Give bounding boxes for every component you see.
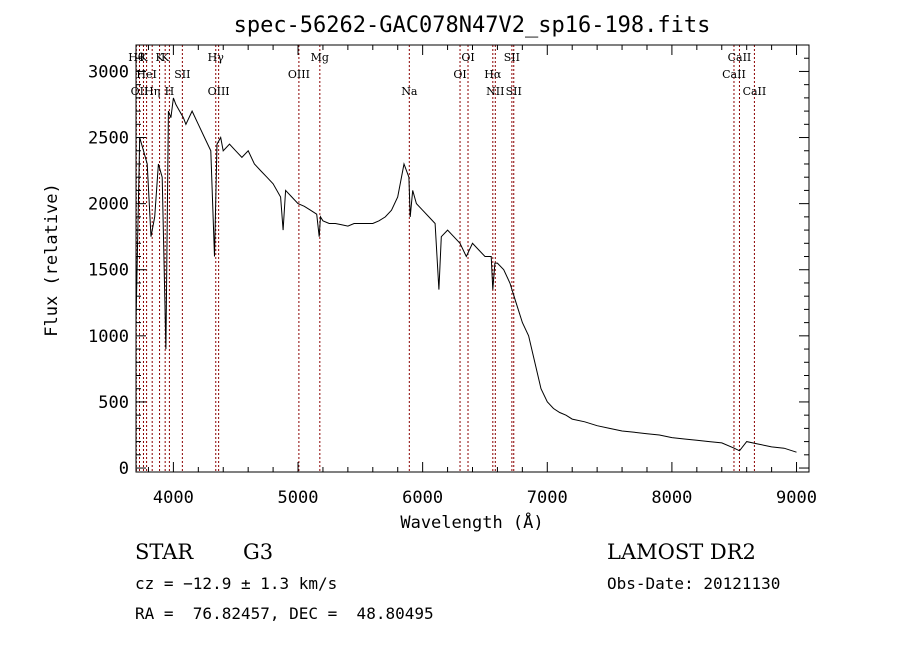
line-label: K bbox=[161, 51, 170, 64]
survey-name: LAMOST DR2 bbox=[607, 540, 756, 564]
line-label: Hη bbox=[144, 85, 160, 98]
y-tick-label: 500 bbox=[98, 393, 129, 413]
line-label: OI bbox=[453, 68, 466, 81]
y-tick-label: 0 bbox=[119, 459, 129, 479]
line-label: Hγ bbox=[208, 51, 225, 64]
line-label: Mg bbox=[311, 51, 329, 64]
y-tick-label: 2500 bbox=[88, 129, 129, 149]
line-label: SII bbox=[504, 51, 520, 64]
line-label: NII bbox=[486, 85, 504, 98]
y-tick-label: 3000 bbox=[88, 62, 129, 82]
x-axis-title: Wavelength (Å) bbox=[400, 511, 543, 533]
spectral-line-labels: HθOIIKHeIHηKKHSIIHγOIIIOIIIMgNaOIOIHαNII… bbox=[128, 51, 766, 98]
plot-frame bbox=[135, 44, 810, 473]
line-label: SII bbox=[174, 68, 190, 81]
line-label: K bbox=[155, 51, 164, 64]
y-axis: 0 500 1000 1500 2000 2500 3000 bbox=[88, 57, 809, 479]
line-label: K bbox=[139, 51, 148, 64]
line-label: CaII bbox=[722, 68, 746, 81]
chart-title: spec-56262-GAC078N47V2_sp16-198.fits bbox=[234, 13, 711, 38]
spectral-line-markers bbox=[135, 45, 755, 472]
line-label: OI bbox=[461, 51, 474, 64]
x-tick-label: 4000 bbox=[153, 488, 194, 508]
x-tick-label: 9000 bbox=[776, 488, 817, 508]
x-tick-label: 8000 bbox=[651, 488, 692, 508]
object-type: STAR bbox=[135, 540, 194, 564]
y-axis-title: Flux (relative) bbox=[42, 183, 62, 337]
redshift-velocity: cz = −12.9 ± 1.3 km/s bbox=[135, 574, 338, 593]
x-tick-label: 7000 bbox=[527, 488, 568, 508]
line-label: SII bbox=[506, 85, 522, 98]
y-tick-label: 1500 bbox=[88, 261, 129, 281]
x-axis: 4000 5000 6000 7000 8000 9000 bbox=[147, 45, 817, 508]
coordinates: RA = 76.82457, DEC = 48.80495 bbox=[135, 604, 434, 623]
x-tick-label: 6000 bbox=[402, 488, 443, 508]
line-label: OIII bbox=[288, 68, 310, 81]
y-tick-label: 1000 bbox=[88, 327, 129, 347]
line-label: H bbox=[165, 85, 175, 98]
line-label: Hα bbox=[484, 68, 502, 81]
observation-date: Obs-Date: 20121130 bbox=[607, 574, 781, 593]
line-label: CaII bbox=[743, 85, 767, 98]
spectrum-line bbox=[135, 97, 797, 453]
line-label: Hθ bbox=[128, 51, 145, 64]
line-label: OIII bbox=[208, 85, 230, 98]
object-subclass: G3 bbox=[243, 540, 274, 564]
line-label: HeI bbox=[136, 68, 156, 81]
x-tick-label: 5000 bbox=[278, 488, 319, 508]
line-label: CaII bbox=[728, 51, 752, 64]
line-label: OII bbox=[131, 85, 149, 98]
line-label: Na bbox=[401, 85, 418, 98]
y-tick-label: 2000 bbox=[88, 195, 129, 215]
